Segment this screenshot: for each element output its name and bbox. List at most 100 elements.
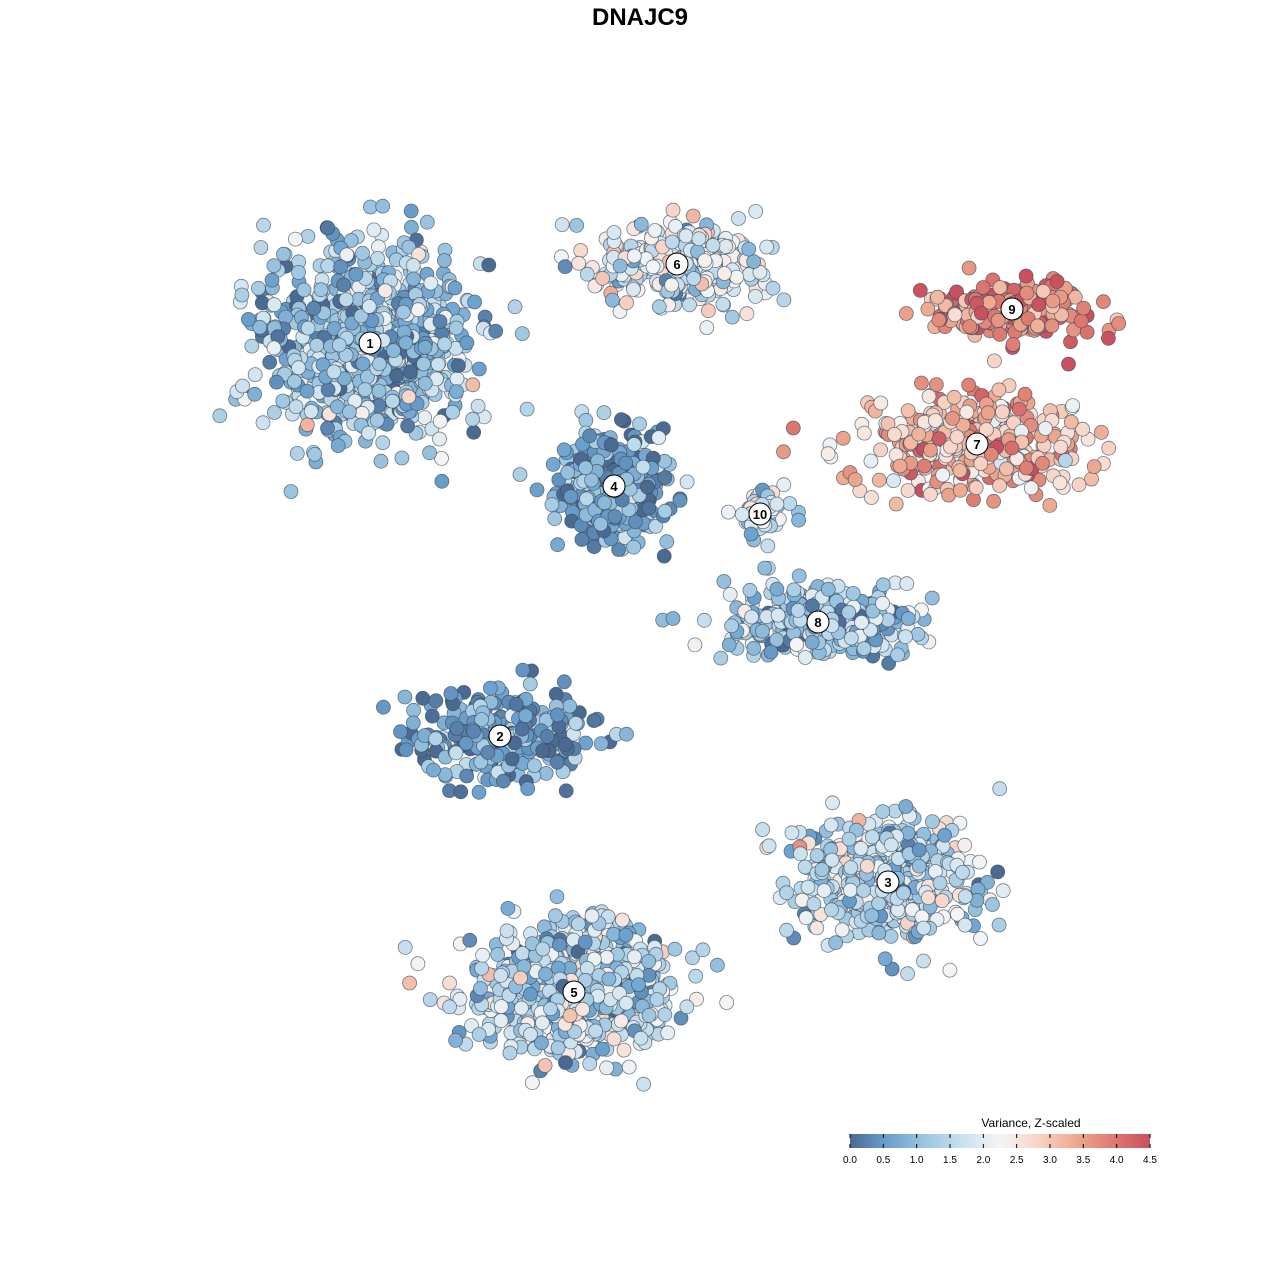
scatter-point <box>798 910 814 926</box>
scatter-point <box>1065 398 1081 414</box>
scatter-point <box>995 404 1010 420</box>
scatter-point <box>247 386 263 402</box>
scatter-point <box>618 995 634 1011</box>
scatter-point <box>288 231 303 247</box>
scatter-point <box>562 1008 578 1023</box>
scatter-point <box>949 429 965 445</box>
scatter-point <box>921 388 937 404</box>
scatter-point <box>500 901 516 916</box>
scatter-point <box>504 751 520 767</box>
scatter-point <box>791 568 807 584</box>
scatter-point <box>957 889 973 904</box>
scatter-point <box>593 516 609 532</box>
scatter-point <box>432 314 448 329</box>
scatter-point <box>664 234 680 250</box>
scatter-point <box>514 1000 529 1016</box>
scatter-point <box>422 445 438 461</box>
scatter-point <box>339 247 355 263</box>
scatter-point <box>406 702 422 718</box>
scatter-point <box>776 444 791 460</box>
scatter-point <box>520 781 536 796</box>
scatter-point <box>746 640 762 656</box>
scatter-point <box>626 248 642 264</box>
scatter-point <box>934 893 950 908</box>
scatter-point <box>660 1025 676 1041</box>
scatter-point <box>395 304 411 320</box>
scatter-point <box>375 435 391 451</box>
scatter-point <box>724 618 739 634</box>
scatter-point <box>1073 313 1089 329</box>
scatter-point <box>430 356 446 372</box>
scatter-point <box>244 338 260 354</box>
scatter-point <box>784 825 800 841</box>
scatter-point <box>828 935 844 951</box>
scatter-point <box>814 862 830 877</box>
scatter-point <box>930 289 945 305</box>
scatter-point <box>320 382 336 398</box>
scatter-point <box>679 999 695 1015</box>
scatter-point <box>835 430 851 446</box>
scatter-point <box>962 319 978 334</box>
scatter-point <box>212 408 228 424</box>
scatter-point <box>1063 414 1079 430</box>
scatter-point <box>975 280 991 295</box>
scatter-point <box>545 456 561 472</box>
scatter-point <box>437 336 453 352</box>
scatter-point <box>588 1023 603 1039</box>
scatter-point <box>579 960 595 976</box>
scatter-point <box>250 280 266 296</box>
scatter-point <box>548 908 563 924</box>
cluster-label: 7 <box>965 432 989 456</box>
scatter-point <box>621 1059 637 1075</box>
scatter-point <box>394 450 410 466</box>
scatter-point <box>898 629 913 645</box>
scatter-point <box>361 299 377 314</box>
scatter-point <box>641 500 657 516</box>
scatter-point <box>1101 330 1116 346</box>
scatter-point <box>568 715 584 731</box>
scatter-point <box>873 442 888 458</box>
scatter-point <box>459 335 475 351</box>
points-layer <box>212 198 1127 1092</box>
scatter-point <box>1042 497 1058 513</box>
scatter-point <box>716 574 732 589</box>
scatter-point <box>544 497 560 513</box>
scatter-point <box>790 603 806 618</box>
scatter-point <box>665 611 681 626</box>
scatter-point <box>518 708 534 724</box>
scatter-point <box>688 968 704 984</box>
scatter-point <box>961 377 977 393</box>
scatter-point <box>973 305 989 321</box>
scatter-point <box>361 425 377 441</box>
scatter-point <box>466 424 482 440</box>
scatter-point <box>619 295 634 311</box>
scatter-point <box>557 259 573 275</box>
scatter-point <box>417 375 433 391</box>
scatter-point <box>755 822 770 837</box>
scatter-point <box>651 430 667 446</box>
scatter-point <box>291 264 306 280</box>
scatter-point <box>899 576 915 592</box>
scatter-point <box>887 426 902 442</box>
scatter-point <box>393 724 408 740</box>
cluster-label: 6 <box>665 252 689 276</box>
scatter-point <box>791 512 806 528</box>
scatter-point <box>607 509 623 524</box>
scatter-point <box>1011 401 1027 417</box>
scatter-point <box>797 650 813 665</box>
scatter-point <box>401 389 417 405</box>
scatter-point <box>535 941 551 957</box>
scatter-point <box>883 837 899 853</box>
scatter-point <box>633 1030 649 1046</box>
scatter-point <box>797 859 813 875</box>
scatter-point <box>640 479 655 495</box>
scatter-point <box>928 413 943 428</box>
scatter-point <box>952 463 968 479</box>
scatter-point <box>474 712 490 727</box>
scatter-point <box>1058 453 1073 468</box>
scatter-point <box>911 842 927 858</box>
scatter-point <box>330 438 346 454</box>
scatter-point <box>475 947 491 963</box>
cluster-label-text: 5 <box>570 985 577 1000</box>
